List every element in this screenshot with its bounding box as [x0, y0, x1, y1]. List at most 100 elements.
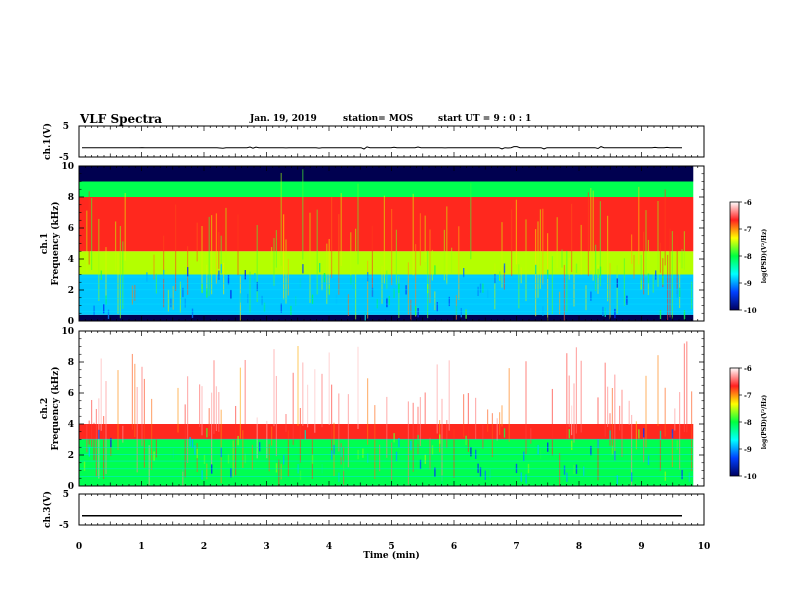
ch2-texture	[475, 397, 477, 440]
ch2-texture-low	[563, 465, 566, 475]
ch1-texture-low	[417, 308, 419, 318]
ch1-texture-low	[434, 265, 436, 275]
ch2-texture	[357, 346, 359, 429]
ch2-texture-low	[537, 444, 539, 455]
ch2-texture-low	[343, 461, 345, 471]
ch1-wave-x-ticks	[78, 126, 705, 157]
ch2-texture	[331, 384, 333, 456]
ch1-texture	[659, 242, 661, 273]
x-tick-label: 4	[326, 542, 332, 552]
ch2-texture-low	[568, 429, 570, 439]
ch2-texture-low	[362, 448, 364, 458]
ch1-texture-low	[494, 273, 496, 284]
ch1-band-4	[79, 181, 694, 197]
ch2-texture	[268, 444, 270, 472]
ch2-texture-low	[431, 445, 434, 455]
ch1-texture-low	[263, 302, 266, 313]
ch2-texture	[611, 387, 613, 454]
ch1-texture	[280, 172, 282, 266]
ch1-texture	[669, 228, 671, 318]
ch1-colorbar-tick-label: -9	[744, 279, 752, 288]
ch1-texture	[446, 206, 448, 285]
ch1-trace	[82, 146, 682, 150]
ch2-texture-low	[227, 454, 230, 464]
ch1-texture	[196, 222, 198, 262]
ch2-texture	[429, 437, 431, 470]
ch2-texture-low	[331, 450, 333, 460]
ch2-texture	[299, 408, 301, 463]
ch1-texture-low	[182, 287, 184, 298]
ch2-texture-low	[206, 428, 208, 438]
ch1-texture	[571, 203, 573, 273]
ch1-texture	[223, 262, 225, 295]
ch2-texture-low	[479, 467, 482, 477]
ch1-texture	[458, 226, 460, 300]
ch2-texture-low	[583, 466, 585, 476]
ch1-colorbar-label: log(PSD)(V²/Hz)	[761, 229, 768, 284]
ch2-texture	[571, 405, 573, 436]
ch2-texture-low	[503, 428, 506, 438]
ch1-texture-low	[163, 269, 165, 280]
ch1-texture-low	[103, 304, 105, 314]
ch1-texture	[153, 254, 155, 280]
ch1-texture-low	[436, 301, 438, 312]
ch2-texture	[242, 430, 244, 468]
ch2-texture-low	[659, 430, 662, 441]
ch1-texture	[419, 213, 421, 266]
ch2-texture-low	[83, 461, 86, 471]
ch2-texture	[201, 386, 203, 436]
ch2-texture-low	[311, 454, 314, 464]
ch2-texture	[155, 436, 157, 458]
ch2-texture	[95, 408, 97, 477]
chart-title: VLF Spectra	[80, 112, 163, 126]
ch1-texture-low	[369, 285, 371, 295]
ch1-texture	[249, 271, 251, 313]
ch2-texture	[218, 392, 220, 432]
ch2-texture	[679, 392, 681, 470]
ch2-texture	[275, 375, 277, 457]
ch2-texture	[321, 373, 323, 428]
x-tick-label: 2	[201, 542, 207, 552]
ch2-texture-low	[676, 440, 678, 450]
ch1-texture	[676, 234, 678, 295]
ch2-texture	[441, 398, 443, 481]
ch2-texture	[628, 400, 630, 425]
ch2-texture	[635, 421, 637, 450]
ch1-texture	[443, 229, 445, 281]
x-tick-label: 8	[576, 542, 582, 552]
ch2-texture-low	[419, 459, 422, 470]
ch2-texture	[453, 428, 455, 478]
ch2-texture	[566, 353, 568, 440]
ch2-texture-low	[244, 453, 246, 464]
ch1-wave-y-ticks: 5 -5	[59, 122, 84, 163]
ch1-texture	[201, 226, 203, 292]
ch1-texture	[503, 265, 505, 290]
ch2-texture-low	[575, 464, 578, 474]
ch1-texture-low	[191, 308, 194, 318]
ch1-texture-low	[424, 304, 426, 314]
ch2-spec-ylabel: Frequency (kHz)	[50, 366, 61, 450]
ch2-colorbar: -6 -7 -8 -9 -10 log(PSD)(V²/Hz)	[729, 364, 768, 481]
ch1-texture-low	[477, 286, 479, 297]
ch1-texture	[561, 249, 563, 268]
ch1-texture-low	[590, 291, 592, 301]
ch1-texture-low	[659, 309, 662, 320]
ch2-texture	[463, 394, 465, 438]
ch2-texture	[134, 363, 136, 438]
ch2-spec-channel-label: ch.2	[40, 398, 50, 419]
ch1-texture-low	[311, 294, 314, 304]
ch1-texture	[539, 209, 541, 289]
ch1-texture	[580, 224, 582, 275]
ch1-texture-low	[655, 270, 657, 280]
ch2-texture-low	[189, 437, 191, 447]
ch1-texture-low	[448, 296, 450, 307]
ch1-texture	[559, 291, 561, 315]
ch1-texture	[302, 169, 304, 260]
ch1-texture	[415, 244, 417, 317]
ch1-texture	[556, 217, 558, 268]
ch2-texture-low	[609, 430, 611, 440]
ch2-texture	[285, 414, 287, 432]
ch1-texture	[175, 204, 177, 291]
ch2-texture-low	[523, 451, 525, 461]
ch1-texture	[172, 286, 174, 310]
